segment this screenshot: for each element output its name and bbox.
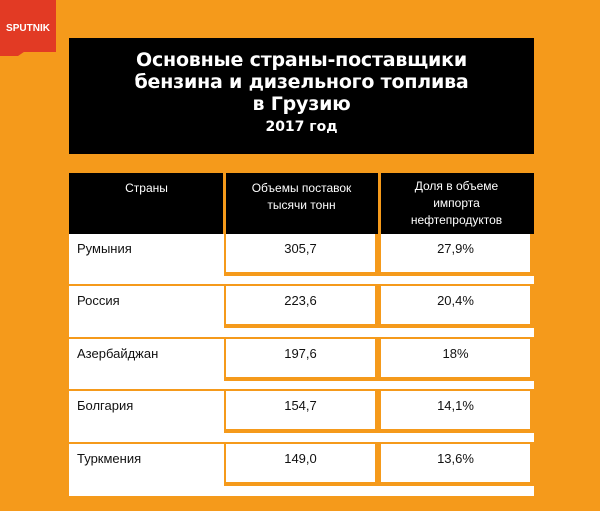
cell-volume: 305,7 (224, 234, 379, 276)
subtitle-year: 2017 год (265, 119, 338, 135)
header-countries: Страны (69, 173, 224, 234)
table-header: Страны Объемы поставок тысячи тонн Доля … (69, 173, 534, 234)
cell-volume: 197,6 (224, 338, 379, 381)
title-line-1: Основные страны-поставщики (136, 49, 467, 71)
cell-share: 14,1% (379, 391, 534, 434)
logo-text: SPUTNIK (6, 23, 51, 34)
header-share-label: Доля в объеме импорта нефтепродуктов (410, 179, 503, 227)
table-row: Азербайджан 197,6 18% (69, 336, 534, 391)
header-divider (378, 173, 381, 234)
cell-country: Туркмения (77, 450, 142, 466)
cell-volume: 223,6 (224, 286, 379, 329)
header-share: Доля в объеме импорта нефтепродуктов (379, 173, 534, 234)
row-separator (69, 441, 534, 444)
sputnik-logo: SPUTNIK (0, 0, 56, 56)
data-table: Страны Объемы поставок тысячи тонн Доля … (69, 173, 534, 496)
cell-volume: 154,7 (224, 391, 379, 434)
header-volume-label: Объемы поставок тысячи тонн (251, 181, 352, 212)
title-line-2: бензина и дизельного топлива (134, 71, 469, 93)
cell-share: 27,9% (379, 234, 534, 276)
header-volume: Объемы поставок тысячи тонн (224, 173, 379, 234)
cell-country: Азербайджан (77, 345, 159, 361)
cell-share: 18% (379, 338, 534, 381)
title-box: Основные страны-поставщики бензина и диз… (69, 38, 534, 154)
row-separator (69, 336, 534, 339)
title-line-3: в Грузию (252, 93, 351, 115)
header-countries-label: Страны (125, 181, 168, 195)
cell-country: Россия (77, 293, 120, 309)
row-separator (69, 284, 534, 287)
table-row: Румыния 305,7 27,9% (69, 234, 534, 286)
cell-country: Болгария (77, 398, 134, 414)
row-separator (69, 389, 534, 392)
header-divider (223, 173, 226, 234)
cell-share: 20,4% (379, 286, 534, 329)
table-row: Туркмения 149,0 13,6% (69, 441, 534, 496)
table-row: Россия 223,6 20,4% (69, 284, 534, 338)
cell-volume: 149,0 (224, 443, 379, 486)
cell-country: Румыния (77, 241, 132, 256)
cell-share: 13,6% (379, 443, 534, 486)
table-row: Болгария 154,7 14,1% (69, 389, 534, 443)
